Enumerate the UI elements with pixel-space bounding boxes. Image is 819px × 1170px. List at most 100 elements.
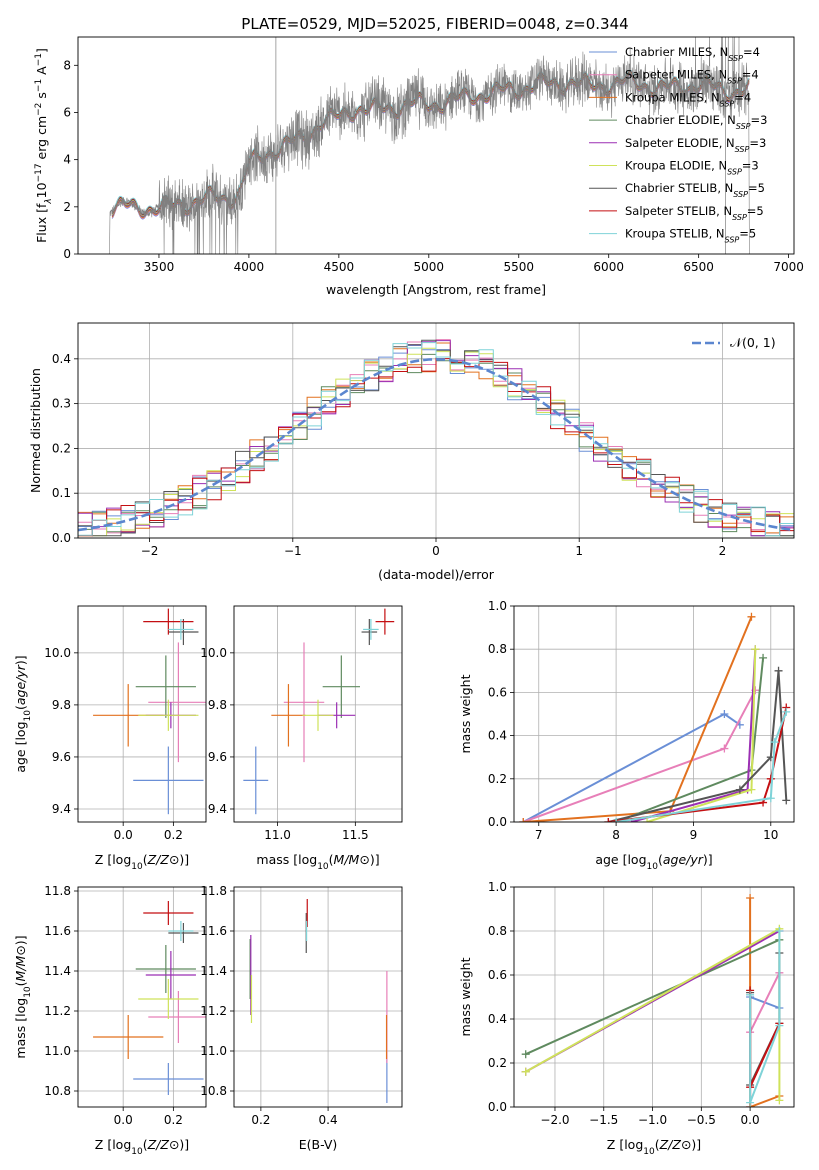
y-tick-label: 10.8	[44, 1084, 71, 1098]
y-tick-label: 8	[63, 58, 71, 72]
legend-label: 𝒩(0, 1)	[730, 335, 776, 350]
x-tick-label: 10	[763, 828, 778, 842]
x-tick-label: 6000	[593, 260, 624, 274]
mass-vs-Z-plot-area	[93, 901, 206, 1095]
mass-vs-Z-panel: 0.0 0.2 10.8 11.0 11.2 11.4 11.6 11.8 Z [log10(Z…	[13, 884, 207, 1157]
axes-frame	[513, 605, 795, 823]
y-tick-label: 9.4	[52, 802, 71, 816]
x-tick-label: 3500	[144, 260, 175, 274]
residuals-panel: −2 −1 0 1 2 0.0 0.1 0.2 0.3 0.4 𝒩(0, 1) (data-model…	[28, 322, 795, 582]
series-kroupa-miles-marker	[746, 894, 755, 902]
histogram-kroupa-stelib	[78, 342, 794, 538]
axes-frame	[77, 36, 795, 255]
series-chabrier-stelib-marker	[782, 796, 791, 805]
x-tick-label: −1.0	[638, 1113, 667, 1127]
y-axis-label: mass [log10(M/M⊙)]	[13, 935, 33, 1058]
y-tick-label: 0.4	[52, 352, 71, 366]
y-tick-label: 0.4	[488, 1012, 507, 1026]
x-tick-label: 0	[432, 544, 440, 558]
y-tick-label: 9.4	[208, 802, 227, 816]
x-axis-label: age [log10(age/yr)]	[595, 852, 712, 872]
y-tick-label: 11.2	[44, 1004, 71, 1018]
series-chabrier-elodie-marker	[521, 1050, 530, 1059]
y-tick-label: 0.8	[488, 642, 507, 656]
y-tick-label: 0.6	[488, 685, 507, 699]
x-tick-label: 7	[535, 828, 543, 842]
y-tick-label: 4	[63, 153, 71, 167]
x-axis-label: wavelength [Angstrom, rest frame]	[326, 282, 546, 297]
age-vs-Z-plot-area	[93, 608, 206, 815]
x-tick-label: 4000	[234, 260, 265, 274]
series-chabrier-elodie	[525, 938, 780, 1056]
y-axis-label: Normed distribution	[28, 368, 43, 493]
y-tick-label: 0.0	[52, 531, 71, 545]
series-chabrier-miles	[522, 712, 741, 822]
series-kroupa-stelib-marker	[782, 707, 791, 716]
y-tick-label: 10.0	[44, 646, 71, 660]
series-kroupa-stelib-marker	[766, 794, 775, 803]
x-tick-label: 9	[690, 828, 698, 842]
x-tick-label: −0.5	[687, 1113, 716, 1127]
series-kroupa-miles	[523, 616, 753, 822]
series-salpeter-stelib-marker	[766, 774, 775, 783]
y-tick-label: 9.8	[52, 698, 71, 712]
y-tick-label: 10.8	[200, 1084, 227, 1098]
axes-frame	[77, 886, 207, 1108]
x-axis-label: E(B-V)	[299, 1137, 338, 1152]
y-tick-label: 0.2	[488, 772, 507, 786]
series-chabrier-stelib-marker	[774, 666, 783, 675]
y-tick-label: 0.0	[488, 815, 507, 829]
legend-label: Kroupa ELODIE, NSSP=3	[625, 159, 759, 177]
y-tick-label: 11.4	[200, 964, 227, 978]
spectrum-plot-area	[109, 37, 750, 254]
series-kroupa-stelib-marker	[770, 738, 779, 747]
y-tick-label: 0.2	[52, 441, 71, 455]
series-chabrier-elodie	[615, 657, 765, 822]
y-tick-label: 11.6	[44, 924, 71, 938]
mass-weight-vs-Z-plot-area	[521, 894, 784, 1107]
series-kroupa-stelib-marker	[746, 1098, 755, 1107]
legend-label: Kroupa STELIB, NSSP=5	[625, 227, 756, 245]
legend-label: Salpeter STELIB, NSSP=5	[625, 204, 764, 222]
axes-frame	[233, 886, 403, 1108]
y-tick-label: 11.6	[200, 924, 227, 938]
series-kroupa-stelib-marker	[612, 818, 621, 822]
y-tick-label: 9.6	[52, 750, 71, 764]
y-axis-label: mass weight	[458, 957, 473, 1036]
series-kroupa-miles-marker	[519, 818, 528, 822]
axes-frame	[77, 322, 795, 539]
y-tick-label: 6	[63, 105, 71, 119]
series-salpeter-stelib	[608, 707, 788, 822]
series-kroupa-stelib	[615, 711, 788, 822]
series-kroupa-elodie-marker	[747, 785, 756, 794]
y-tick-label: 10.0	[200, 646, 227, 660]
y-tick-label: 9.8	[208, 698, 227, 712]
y-axis-label: mass weight	[458, 674, 473, 753]
x-axis-label: Z [log10(Z/Z⊙)]	[607, 1137, 701, 1157]
y-tick-label: 11.2	[200, 1004, 227, 1018]
y-tick-label: 0.2	[488, 1056, 507, 1070]
y-tick-label: 11.0	[200, 1044, 227, 1058]
mass-vs-ebv-panel: 0.2 0.4 10.8 11.0 11.2 11.4 11.6 11.8 E(B-V)	[200, 884, 403, 1152]
legend-label: Chabrier ELODIE, NSSP=3	[625, 113, 767, 131]
y-tick-label: 11.0	[44, 1044, 71, 1058]
series-kroupa-miles	[749, 898, 780, 1107]
age-vs-mass-panel: 11.0 11.5 9.4 9.6 9.8 10.0 mass [log10(M/M⊙)]	[200, 605, 403, 872]
age-vs-mass-plot-area	[243, 608, 395, 815]
y-tick-label: 1.0	[488, 880, 507, 894]
x-tick-label: 7000	[773, 260, 804, 274]
y-tick-label: 0.1	[52, 486, 71, 500]
y-tick-label: 11.8	[44, 884, 71, 898]
spectrum-panel: 3500 4000 4500 5000 5500 6000 6500 7000 0 2 4 6 8 Cha…	[34, 36, 804, 297]
mass-weight-vs-age-plot-area	[519, 612, 791, 822]
x-tick-label: 11.5	[342, 828, 369, 842]
series-kroupa-stelib	[749, 931, 781, 1103]
y-tick-label: 1.0	[488, 599, 507, 613]
series-kroupa-elodie-marker	[643, 818, 652, 822]
series-kroupa-stelib-marker	[775, 927, 784, 935]
y-tick-label: 11.4	[44, 964, 71, 978]
y-tick-label: 0.3	[52, 397, 71, 411]
legend-label: Salpeter MILES, NSSP=4	[625, 68, 759, 86]
series-kroupa-elodie-marker	[521, 1067, 530, 1076]
